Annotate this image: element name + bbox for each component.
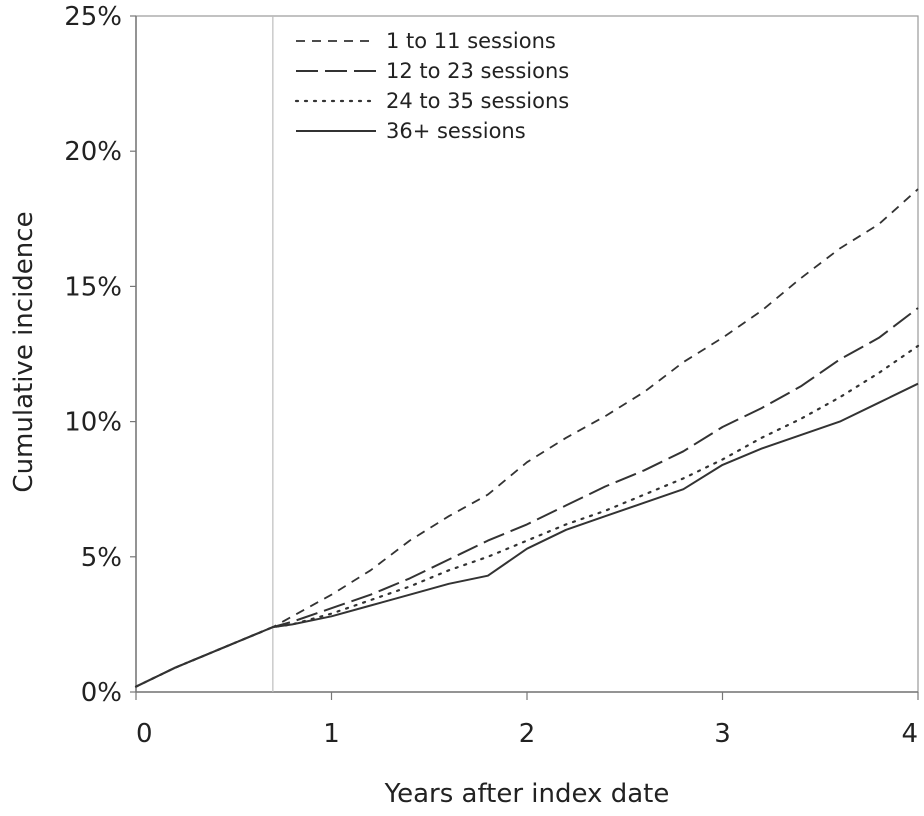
- y-tick-label: 0%: [81, 678, 122, 708]
- legend-label: 24 to 35 sessions: [386, 89, 569, 113]
- x-axis-title: Years after index date: [384, 779, 670, 809]
- series-line: [135, 382, 919, 688]
- y-tick-label: 20%: [64, 137, 122, 167]
- legend-label: 36+ sessions: [386, 119, 526, 143]
- series-group: [134, 188, 920, 688]
- series-line: [135, 188, 919, 688]
- legend: 1 to 11 sessions 12 to 23 sessions 24 to 3…: [294, 29, 569, 143]
- y-tick-label: 10%: [64, 408, 122, 438]
- x-tick-label: 1: [323, 719, 340, 749]
- y-tick-label: 25%: [64, 2, 122, 32]
- y-axis-title: Cumulative incidence: [9, 211, 39, 492]
- y-tick-label: 15%: [64, 272, 122, 302]
- legend-label: 1 to 11 sessions: [386, 29, 556, 53]
- plot-frame: [135, 15, 919, 693]
- x-tick-label: 2: [519, 719, 536, 749]
- axes: 0% 5% 10% 15% 20% 25% 0 1 2 3 4: [64, 2, 919, 749]
- x-tick-label: 0: [136, 719, 153, 749]
- x-tick-label: 3: [714, 719, 731, 749]
- series-line: [135, 307, 919, 688]
- x-tick-label: 4: [901, 719, 918, 749]
- legend-label: 12 to 23 sessions: [386, 59, 569, 83]
- y-tick-label: 5%: [81, 543, 122, 573]
